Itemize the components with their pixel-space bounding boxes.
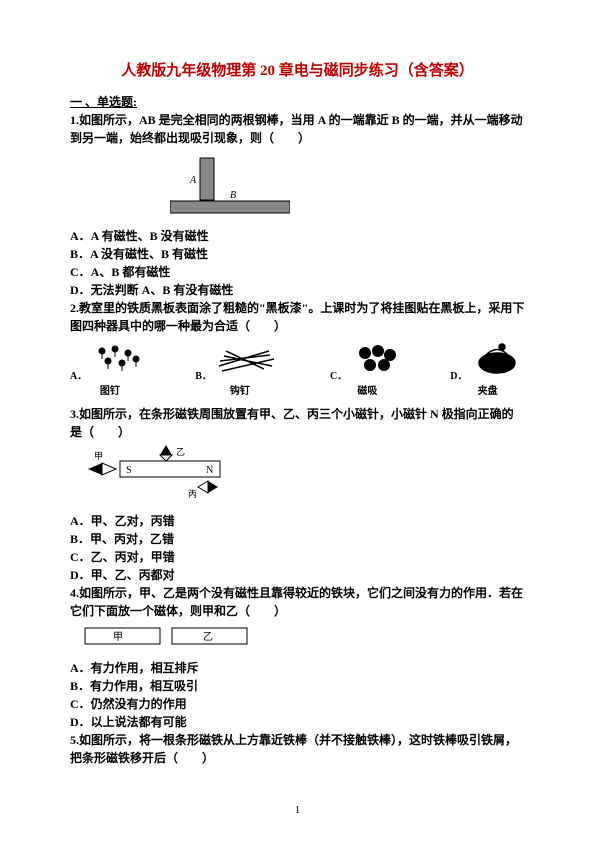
q1-fig-label-a: A — [189, 175, 197, 186]
q1-opt-c: C．A、B 都有磁性 — [70, 263, 525, 281]
q4-opt-c: C．仍然没有力的作用 — [70, 695, 525, 713]
q3-stem: 3.如图所示，在条形磁铁周围放置有甲、乙、丙三个小磁针，小磁针 N 极指向正确的… — [70, 405, 525, 441]
q2-stem: 2.教室里的铁质黑板表面涂了粗糙的"黑板漆"。上课时为了将挂图贴在黑板上，采用下… — [70, 299, 525, 335]
q2-cap-3: 磁吸 — [330, 384, 405, 399]
q3-fig-n: N — [206, 465, 213, 476]
q2-label-d: D． — [450, 371, 467, 382]
q2-fig-a: A． 图钉 — [70, 341, 150, 399]
q1-options: A．A 有磁性、B 没有磁性 B．A 没有磁性、B 有磁性 C．A、B 都有磁性… — [70, 227, 525, 299]
q2-cap-2: 钩钉 — [195, 384, 284, 399]
q2-label-c: C． — [330, 371, 347, 382]
q3-opt-a: A．甲、乙对，丙错 — [70, 512, 525, 530]
q4-fig-1: 甲 — [113, 632, 123, 643]
q2-cap-4: 夹盘 — [450, 384, 525, 399]
q1-opt-b: B．A 没有磁性、B 有磁性 — [70, 245, 525, 263]
q2-label-a: A． — [70, 371, 87, 382]
q2-cap-1: 图钉 — [70, 384, 150, 399]
q2-fig-d: D． 夹盘 — [450, 341, 525, 399]
q1-opt-a: A．A 有磁性、B 没有磁性 — [70, 227, 525, 245]
q3-opt-c: C．乙、丙对，甲错 — [70, 548, 525, 566]
page-title: 人教版九年级物理第 20 章电与磁同步练习（含答案） — [70, 60, 525, 83]
q3-fig-s: S — [126, 465, 132, 476]
q4-fig-2: 乙 — [203, 631, 213, 643]
page-number: 1 — [0, 804, 595, 816]
q3-lb2: 乙 — [176, 447, 185, 457]
q4-opt-b: B．有力作用，相互吸引 — [70, 677, 525, 695]
q3-figure: S N 甲 乙 丙 — [80, 445, 525, 508]
q3-lb3: 丙 — [188, 489, 197, 499]
q2-fig-b: B． 钩钉 — [195, 341, 284, 399]
q1-fig-label-b: B — [230, 190, 236, 201]
q4-figure: 甲 乙 — [80, 624, 525, 655]
q2-figures: A． 图钉 B． 钩钉 C． — [70, 341, 525, 399]
q5-stem: 5.如图所示，将一根条形磁铁从上方靠近铁棒（并不接触铁棒），这时铁棒吸引铁屑，把… — [70, 731, 525, 767]
q1-figure: A B — [170, 153, 290, 223]
q1-opt-d: D．无法判断 A、B 有没有磁性 — [70, 281, 525, 299]
q3-options: A．甲、乙对，丙错 B．甲、丙对，乙错 C．乙、丙对，甲错 D．甲、乙、丙都对 — [70, 512, 525, 584]
q2-fig-c: C． 磁吸 — [330, 341, 405, 399]
q1-stem: 1.如图所示，AB 是完全相同的两根钢棒，当用 A 的一端靠近 B 的一端，并从… — [70, 111, 525, 147]
section-heading: 一 、单选题: — [70, 93, 525, 111]
q4-stem: 4.如图所示，甲、乙是两个没有磁性且靠得较近的铁块，它们之间没有力的作用．若在它… — [70, 584, 525, 620]
q4-opt-a: A．有力作用，相互排斥 — [70, 659, 525, 677]
q4-opt-d: D．以上说法都有可能 — [70, 713, 525, 731]
q3-opt-d: D．甲、乙、丙都对 — [70, 566, 525, 584]
q2-label-b: B． — [195, 371, 212, 382]
q4-options: A．有力作用，相互排斥 B．有力作用，相互吸引 C．仍然没有力的作用 D．以上说… — [70, 659, 525, 731]
q3-lb1: 甲 — [94, 451, 103, 461]
q3-opt-b: B．甲、丙对，乙错 — [70, 530, 525, 548]
